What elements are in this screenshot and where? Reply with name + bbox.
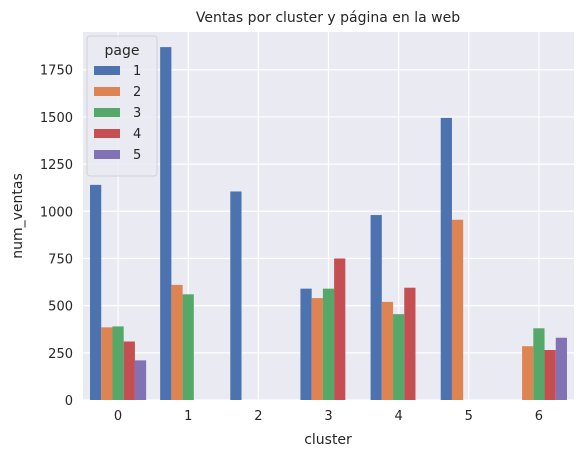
x-axis-label: cluster (304, 432, 352, 448)
bar (182, 294, 194, 400)
bar (451, 219, 464, 400)
bar (533, 328, 545, 400)
x-tick-labels: 0 1 2 3 4 5 6 (114, 409, 543, 424)
x-tick-label: 1 (184, 409, 192, 424)
x-tick-label: 4 (395, 409, 403, 424)
bar (112, 326, 124, 400)
legend-entry: 2 (133, 85, 141, 100)
y-tick-label: 1750 (40, 64, 73, 79)
legend-swatch (94, 150, 120, 159)
legend-items: 1 2 3 4 5 (94, 64, 141, 163)
bar (370, 215, 382, 400)
y-tick-label: 0 (65, 394, 73, 409)
x-tick-label: 2 (254, 409, 262, 424)
bar (522, 346, 534, 400)
y-tick-label: 1250 (40, 158, 73, 173)
x-tick-label: 6 (535, 409, 543, 424)
legend-swatch (94, 108, 120, 117)
bar (334, 258, 346, 400)
legend-title: page (105, 43, 140, 59)
bar (134, 360, 147, 400)
legend: page 1 2 3 4 5 (86, 35, 158, 177)
legend-entry: 5 (133, 148, 141, 163)
bars (90, 47, 567, 400)
bar (160, 47, 172, 400)
chart-title: Ventas por cluster y página en la web (196, 10, 460, 26)
bar (123, 341, 135, 400)
bar (322, 288, 335, 400)
y-tick-label: 750 (48, 252, 73, 267)
y-tick-label: 250 (48, 347, 73, 362)
legend-swatch (94, 66, 120, 75)
y-axis-label: num_ventas (10, 173, 26, 259)
x-tick-label: 5 (465, 409, 473, 424)
x-tick-label: 0 (114, 409, 122, 424)
bar (393, 314, 405, 400)
legend-swatch (94, 87, 120, 96)
bar (404, 287, 416, 400)
x-tick-label: 3 (324, 409, 332, 424)
bar (555, 337, 567, 400)
bar (440, 117, 452, 400)
y-tick-label: 1000 (40, 205, 73, 220)
bar (171, 284, 183, 400)
bar (90, 184, 102, 400)
y-tick-label: 500 (48, 300, 73, 315)
bar (381, 301, 394, 400)
y-tick-label: 1500 (40, 111, 73, 126)
bar (311, 298, 323, 400)
bar (544, 349, 556, 400)
bar (230, 191, 242, 400)
legend-entry: 4 (133, 127, 141, 142)
legend-entry: 1 (133, 64, 141, 79)
bar (300, 288, 312, 400)
y-tick-labels: 0 250 500 750 1000 1250 1500 1750 (40, 64, 73, 409)
legend-entry: 3 (133, 106, 141, 121)
bar (101, 327, 113, 400)
legend-swatch (94, 129, 120, 138)
